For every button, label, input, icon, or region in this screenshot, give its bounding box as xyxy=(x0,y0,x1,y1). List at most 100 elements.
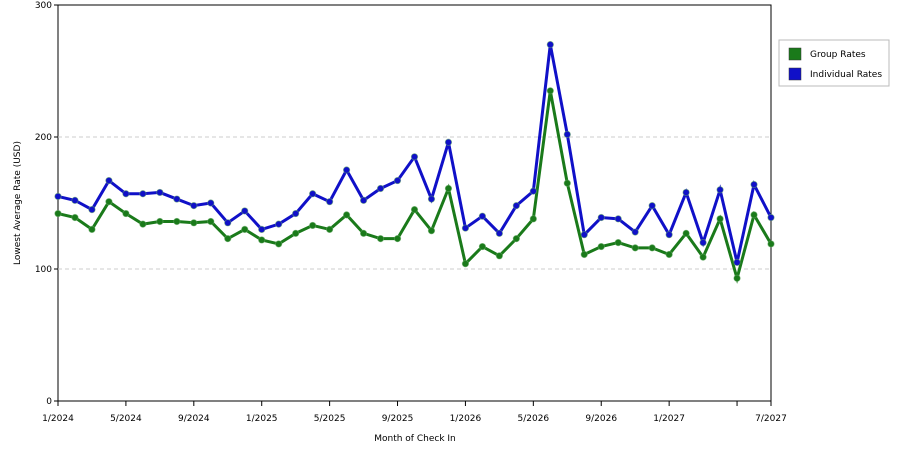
point xyxy=(427,195,436,203)
x-tick-label: 9/2024 xyxy=(178,414,210,424)
point xyxy=(105,176,113,185)
point xyxy=(393,235,402,243)
point xyxy=(546,40,554,49)
point xyxy=(444,184,453,193)
point xyxy=(631,244,639,252)
x-tick-label: 9/2026 xyxy=(585,414,617,424)
point xyxy=(563,130,571,138)
point xyxy=(224,219,232,227)
point xyxy=(614,215,622,223)
y-tick-label: 0 xyxy=(46,397,52,407)
point xyxy=(190,202,198,210)
point xyxy=(580,231,588,239)
point xyxy=(376,184,385,193)
point xyxy=(478,242,487,251)
y-tick-label: 100 xyxy=(35,265,52,275)
point xyxy=(648,244,656,252)
point xyxy=(665,231,673,239)
point xyxy=(393,176,402,185)
point xyxy=(309,221,317,230)
x-tick-label: 1/2025 xyxy=(246,414,278,424)
point xyxy=(326,198,334,206)
point xyxy=(580,250,588,259)
point xyxy=(478,212,487,220)
point xyxy=(122,190,130,198)
point xyxy=(648,202,656,210)
point xyxy=(139,190,147,198)
point xyxy=(546,87,554,95)
x-tick-label: 1/2027 xyxy=(653,414,685,424)
point xyxy=(461,224,470,232)
point xyxy=(275,240,283,248)
point xyxy=(122,209,130,218)
x-tick-label: 1/2024 xyxy=(42,414,74,424)
x-tick-label: 9/2025 xyxy=(382,414,414,424)
point xyxy=(665,250,673,259)
y-axis-title: Lowest Average Rate (USD) xyxy=(13,141,23,265)
point xyxy=(597,242,605,251)
point xyxy=(241,225,249,233)
point xyxy=(682,188,690,197)
legend-swatch xyxy=(788,67,802,81)
point xyxy=(207,217,215,226)
point xyxy=(359,229,368,237)
point xyxy=(88,225,96,233)
point xyxy=(207,199,215,207)
point xyxy=(342,166,351,174)
point xyxy=(495,252,503,260)
point xyxy=(767,213,775,222)
point xyxy=(376,235,385,243)
legend-swatch xyxy=(788,47,802,61)
y-tick-label: 200 xyxy=(35,133,52,143)
point xyxy=(190,219,198,227)
series-line xyxy=(57,90,773,284)
point xyxy=(529,215,537,223)
point xyxy=(224,235,232,243)
x-tick-label: 7/2027 xyxy=(755,414,787,424)
point xyxy=(275,220,283,228)
point xyxy=(326,225,334,233)
point xyxy=(767,240,775,248)
point xyxy=(614,239,622,247)
point xyxy=(597,213,605,222)
point xyxy=(71,213,79,222)
point xyxy=(750,211,758,219)
point xyxy=(699,239,707,247)
point xyxy=(71,196,79,204)
point xyxy=(139,220,147,228)
point xyxy=(156,217,164,226)
point xyxy=(716,215,724,223)
point xyxy=(359,196,368,204)
point xyxy=(342,211,351,219)
legend-label: Group Rates xyxy=(810,50,866,60)
point xyxy=(173,217,181,226)
x-tick-label: 5/2026 xyxy=(517,414,549,424)
x-axis-title: Month of Check In xyxy=(374,434,456,444)
point xyxy=(173,195,181,203)
point xyxy=(258,236,266,244)
point xyxy=(258,225,266,233)
legend-label: Individual Rates xyxy=(810,70,882,80)
point xyxy=(292,229,300,237)
point xyxy=(631,228,639,236)
point xyxy=(733,258,741,266)
point xyxy=(563,179,571,187)
point xyxy=(309,190,317,198)
point xyxy=(292,209,300,218)
point xyxy=(427,227,436,235)
y-tick-label: 300 xyxy=(35,1,52,11)
point xyxy=(512,235,520,243)
x-tick-label: 1/2026 xyxy=(450,414,482,424)
point xyxy=(410,206,419,214)
point xyxy=(241,207,249,215)
plot-frame xyxy=(57,4,772,402)
point xyxy=(444,138,453,146)
point xyxy=(750,180,758,189)
point xyxy=(682,229,690,237)
point xyxy=(156,188,164,197)
point xyxy=(105,198,113,206)
point xyxy=(54,209,62,218)
point xyxy=(512,202,520,210)
point xyxy=(54,192,62,200)
